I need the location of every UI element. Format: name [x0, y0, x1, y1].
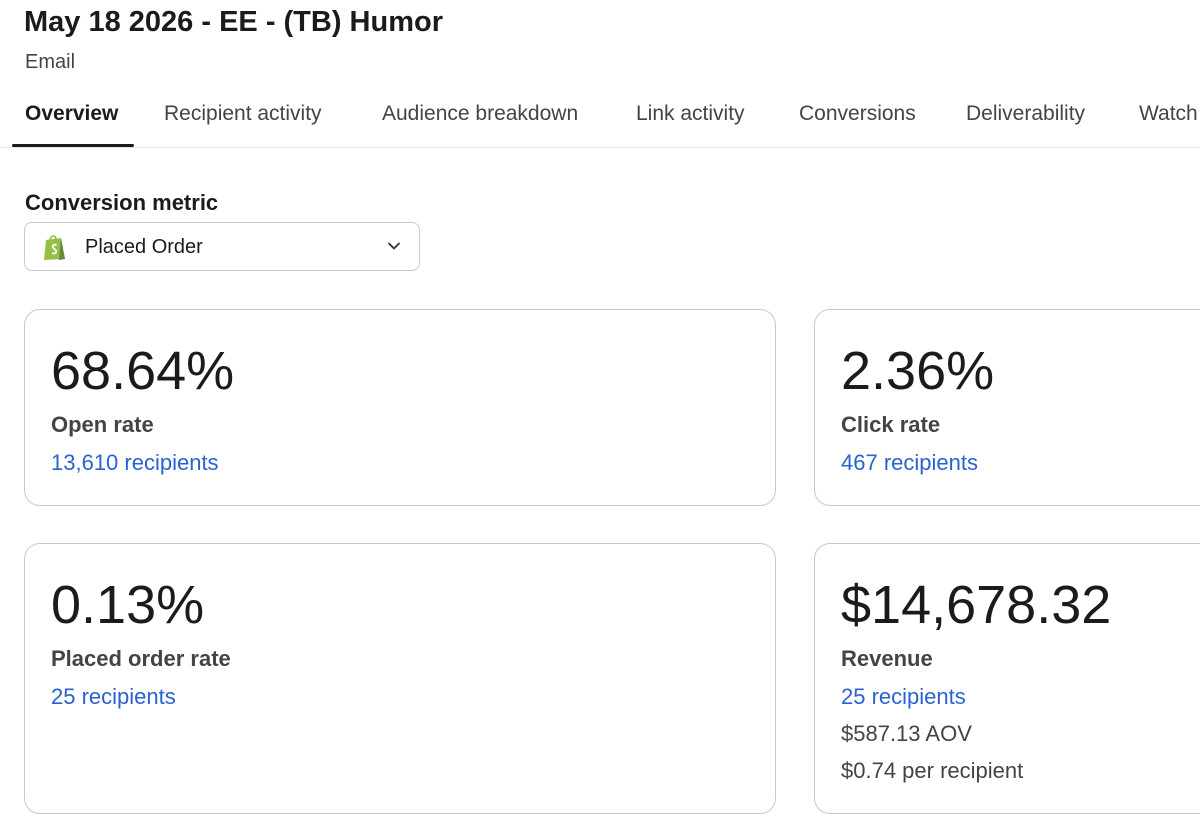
metric-detail: $0.74 per recipient	[841, 758, 1024, 783]
page-subtitle: Email	[25, 51, 76, 73]
metric-detail: $587.13 AOV	[841, 721, 972, 746]
metric-label: Placed order rate	[51, 646, 231, 671]
metric-label: Open rate	[51, 412, 154, 437]
recipients-link[interactable]: 25 recipients	[841, 684, 966, 709]
recipients-link[interactable]: 13,610 recipients	[51, 450, 219, 475]
tab-underline	[12, 144, 134, 147]
recipients-link[interactable]: 25 recipients	[51, 684, 176, 709]
metric-value: 2.36%	[841, 341, 995, 401]
page-title: May 18 2026 - EE - (TB) Humor	[24, 6, 443, 38]
tab[interactable]: Conversions	[799, 102, 916, 125]
recipients-link[interactable]: 467 recipients	[841, 450, 978, 475]
tab[interactable]: Watch	[1139, 102, 1198, 125]
metric-card: 0.13% Placed order rate 25 recipients	[24, 543, 776, 814]
field-label: Conversion metric	[25, 190, 219, 215]
metric-value: 68.64%	[51, 341, 235, 401]
shopify-icon	[44, 235, 65, 260]
metric-card: 68.64% Open rate 13,610 recipients	[24, 309, 776, 506]
tab[interactable]: Overview	[25, 102, 119, 125]
tab-bar: Overview Recipient activity Audience bre…	[0, 96, 1200, 148]
tab[interactable]: Audience breakdown	[382, 102, 579, 125]
metric-value: 0.13%	[51, 575, 205, 635]
chevron-icon	[387, 242, 401, 250]
tab[interactable]: Recipient activity	[164, 102, 322, 125]
metric-value: $14,678.32	[841, 575, 1112, 635]
metric-card: 2.36% Click rate 467 recipients	[814, 309, 1200, 506]
tab[interactable]: Deliverability	[966, 102, 1086, 125]
metric-label: Click rate	[841, 412, 941, 437]
metric-label: Revenue	[841, 646, 933, 671]
metric-card: $14,678.32 Revenue 25 recipients $587.13…	[814, 543, 1200, 814]
tab[interactable]: Link activity	[636, 102, 745, 125]
metric-dropdown[interactable]: Placed Order	[24, 222, 420, 271]
dropdown-value: Placed Order	[85, 236, 203, 258]
